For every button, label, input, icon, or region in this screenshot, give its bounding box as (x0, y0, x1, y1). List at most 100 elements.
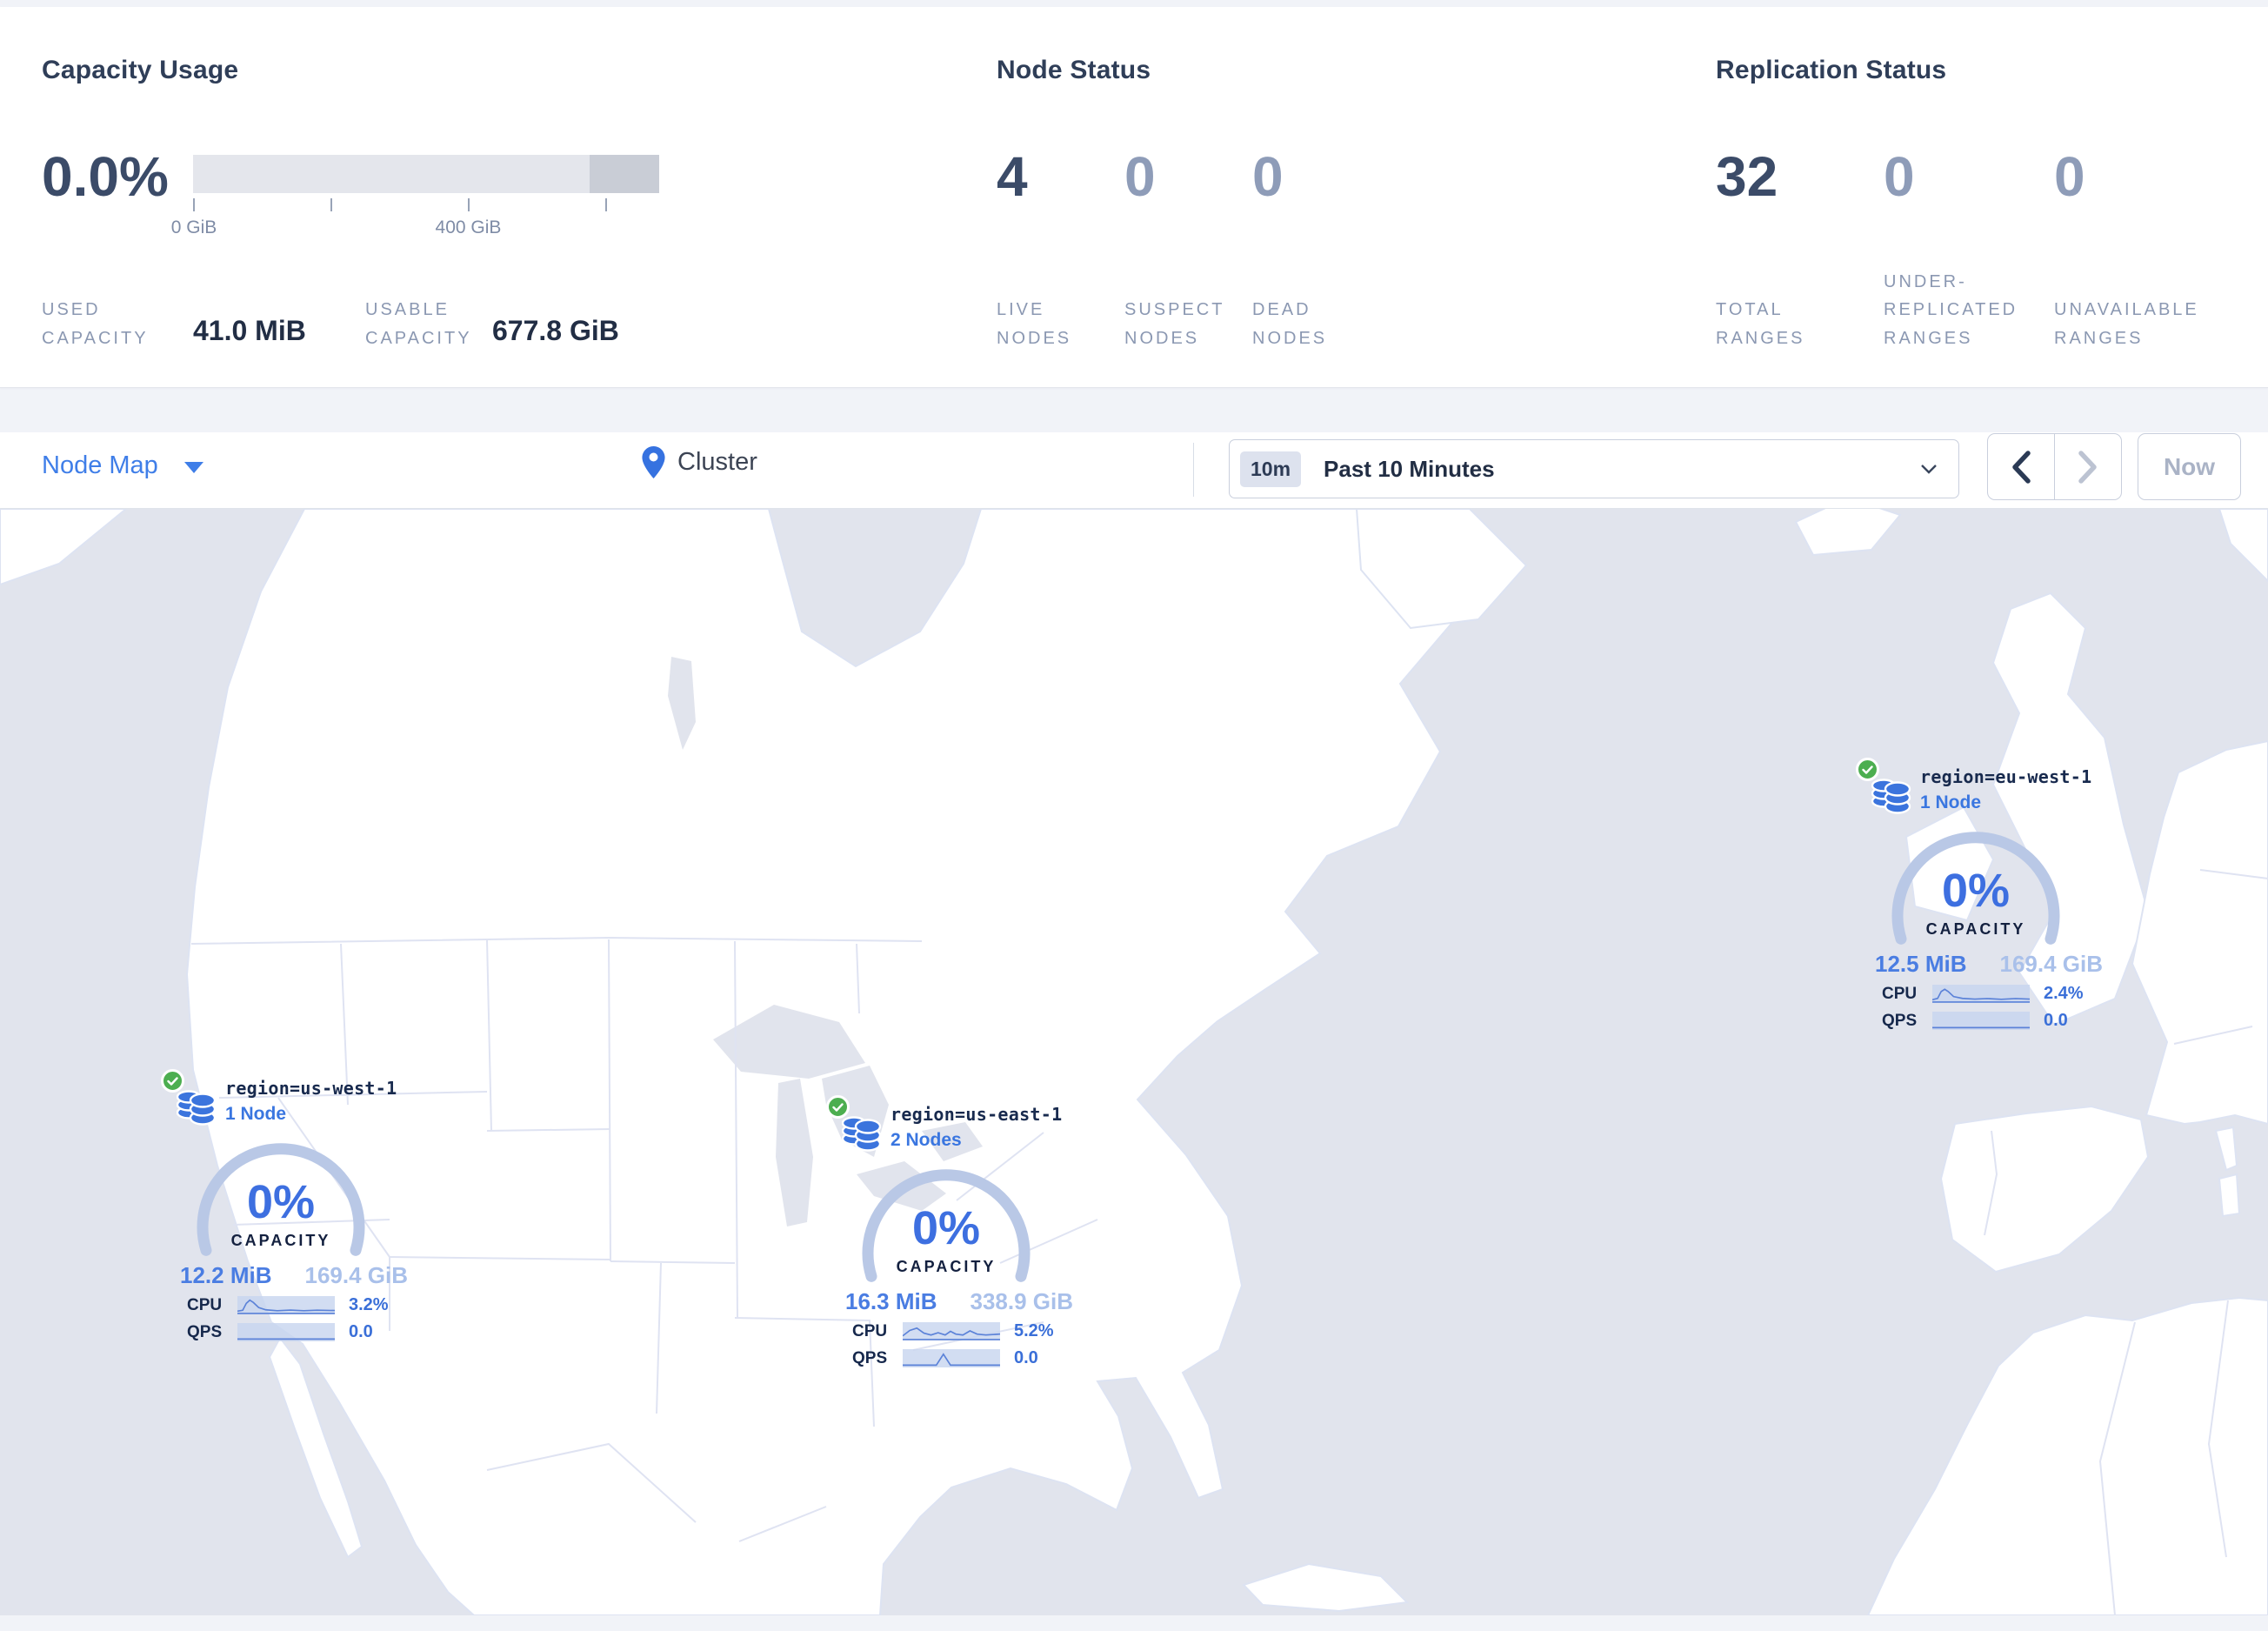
region-node-count-link[interactable]: 1 Node (1920, 792, 1982, 812)
healthy-check-icon (826, 1095, 850, 1119)
axis-tick-label: 400 GiB (435, 217, 502, 237)
capacity-percent: 0% (911, 1202, 981, 1254)
database-nodes-icon (1871, 779, 1911, 814)
used-capacity: 12.2 MiB (180, 1262, 272, 1288)
capacity-label: CAPACITY (1925, 920, 2026, 938)
cpu-sparkline (1932, 985, 2030, 1003)
unavailable-ranges-count: 0 (2054, 145, 2085, 208)
qps-stat-row: QPS 0.0 (1882, 1011, 2112, 1031)
region-node-count-link[interactable]: 2 Nodes (891, 1130, 962, 1150)
region-node-count-link[interactable]: 1 Node (225, 1104, 287, 1124)
capacity-bar-track (193, 155, 659, 193)
time-range-badge: 10m (1240, 451, 1302, 487)
region-locality-label: region=us-east-1 (891, 1104, 1063, 1125)
qps-sparkline (903, 1349, 1000, 1367)
axis-tick-label: 0 GiB (170, 217, 217, 237)
time-range-step-buttons (1987, 433, 2122, 500)
region-locality-label: region=us-west-1 (225, 1078, 397, 1099)
capacity-values: 12.5 MiB 169.4 GiB (1875, 951, 2103, 978)
cpu-sparkline (903, 1322, 1000, 1340)
qps-sparkline (237, 1323, 335, 1341)
total-ranges-label: TOTAL RANGES (1716, 300, 1805, 348)
live-nodes-count: 4 (997, 145, 1028, 208)
node-status-title: Node Status (997, 56, 1151, 84)
cpu-stat-row: CPU 3.2% (187, 1295, 417, 1315)
cpu-value: 5.2% (1014, 1321, 1054, 1340)
total-capacity: 169.4 GiB (1999, 951, 2103, 977)
cpu-stat-row: CPU 2.4% (1882, 984, 2112, 1004)
healthy-check-icon (1856, 758, 1879, 781)
replication-status-title: Replication Status (1716, 56, 1947, 84)
capacity-values: 12.2 MiB 169.4 GiB (180, 1262, 408, 1289)
qps-label: QPS (852, 1348, 888, 1367)
view-selector-dropdown[interactable]: Node Map (42, 451, 203, 480)
capacity-bar-reserved-segment (590, 155, 659, 193)
breadcrumb[interactable]: Cluster (642, 446, 757, 478)
time-range-dropdown[interactable]: 10m Past 10 Minutes (1229, 439, 1959, 498)
qps-sparkline (1932, 1012, 2030, 1030)
chevron-right-icon (2078, 450, 2097, 484)
cpu-value: 3.2% (349, 1295, 389, 1314)
world-node-map (0, 509, 2268, 1615)
usable-capacity-value: 677.8 GiB (492, 315, 619, 346)
cpu-label: CPU (852, 1321, 888, 1340)
now-button-label: Now (2163, 452, 2216, 480)
cpu-stat-row: CPU 5.2% (852, 1321, 1083, 1341)
caret-down-icon (183, 462, 203, 473)
total-capacity: 338.9 GiB (970, 1288, 1073, 1314)
capacity-gauge-arc (1891, 832, 2060, 945)
time-step-back-button[interactable] (1988, 434, 2055, 499)
breadcrumb-label: Cluster (677, 448, 757, 476)
used-capacity-value: 41.0 MiB (193, 315, 306, 346)
capacity-usage-title: Capacity Usage (42, 56, 239, 84)
capacity-gauge-arc (197, 1143, 365, 1256)
qps-stat-row: QPS 0.0 (852, 1348, 1083, 1368)
state-borders (190, 869, 2268, 1615)
usable-capacity-label: USABLE CAPACITY (365, 300, 472, 348)
qps-value: 0.0 (349, 1322, 373, 1341)
unavailable-ranges-label: UNAVAILABLE RANGES (2054, 300, 2199, 348)
total-capacity: 169.4 GiB (304, 1262, 408, 1288)
capacity-usage-bar: 0 GiB 400 GiB (171, 155, 659, 251)
capacity-label: CAPACITY (230, 1232, 331, 1249)
suspect-nodes-label: SUSPECT NODES (1124, 300, 1225, 348)
database-nodes-icon (842, 1116, 882, 1152)
region-marker-us-west-1[interactable]: region=us-west-1 1 Node 0% CAPACITY 12.2… (161, 1069, 422, 1352)
used-capacity: 16.3 MiB (845, 1288, 937, 1314)
database-nodes-icon (177, 1090, 217, 1126)
dead-nodes-label: DEAD NODES (1252, 300, 1328, 348)
axis-tick (330, 198, 332, 211)
capacity-percent: 0% (1941, 865, 2011, 917)
region-marker-us-east-1[interactable]: region=us-east-1 2 Nodes 0% CAPACITY 16.… (826, 1095, 1087, 1378)
cpu-label: CPU (1882, 984, 1918, 1003)
qps-label: QPS (187, 1322, 223, 1341)
capacity-usage-percent: 0.0% (42, 145, 169, 208)
axis-tick (193, 198, 195, 211)
capacity-percent: 0% (246, 1176, 316, 1228)
map-pin-icon (642, 446, 665, 478)
suspect-nodes-count: 0 (1124, 145, 1156, 208)
region-locality-label: region=eu-west-1 (1920, 766, 2092, 787)
axis-tick (468, 198, 470, 211)
total-ranges-count: 32 (1716, 145, 1778, 208)
chevron-left-icon (2012, 450, 2031, 484)
time-step-forward-button[interactable] (2055, 434, 2121, 499)
healthy-check-icon (161, 1069, 184, 1093)
region-marker-eu-west-1[interactable]: region=eu-west-1 1 Node 0% CAPACITY 12.5… (1856, 758, 2117, 1040)
now-button[interactable]: Now (2138, 433, 2241, 500)
capacity-values: 16.3 MiB 338.9 GiB (845, 1288, 1073, 1315)
capacity-gauge-arc (862, 1169, 1031, 1282)
qps-stat-row: QPS 0.0 (187, 1322, 417, 1342)
under-replicated-ranges-count: 0 (1884, 145, 1915, 208)
cpu-value: 2.4% (2044, 984, 2084, 1003)
dead-nodes-count: 0 (1252, 145, 1284, 208)
time-range-label: Past 10 Minutes (1324, 455, 1495, 482)
view-selector-label: Node Map (42, 451, 158, 479)
used-capacity: 12.5 MiB (1875, 951, 1967, 977)
qps-label: QPS (1882, 1011, 1918, 1030)
under-replicated-ranges-label: UNDER-REPLICATED RANGES (1884, 271, 2018, 348)
toolbar-divider (1193, 443, 1194, 497)
used-capacity-label: USED CAPACITY (42, 300, 149, 348)
axis-tick (605, 198, 607, 211)
